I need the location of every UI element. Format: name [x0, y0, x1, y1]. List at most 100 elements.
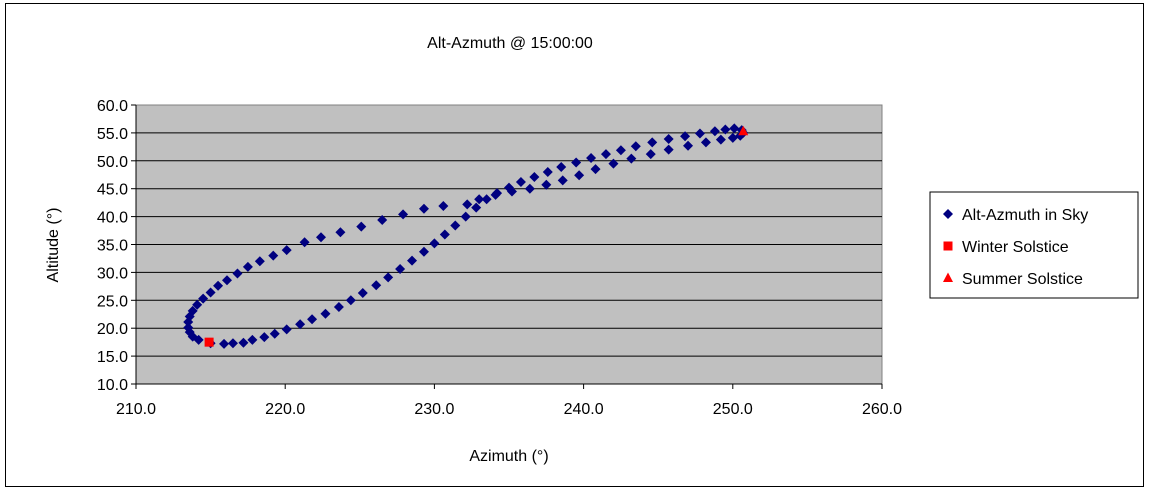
chart-title: Alt-Azmuth @ 15:00:00 — [427, 35, 593, 52]
data-point — [556, 161, 567, 172]
data-point — [506, 186, 517, 197]
data-point — [193, 334, 204, 345]
data-point — [471, 202, 482, 213]
data-point — [571, 157, 582, 168]
data-point — [541, 179, 552, 190]
data-point — [377, 214, 388, 225]
y-tick-label: 20.0 — [97, 321, 128, 338]
legend-marker — [943, 241, 953, 251]
legend-label: Alt-Azmuth in Sky — [962, 207, 1088, 224]
data-point — [557, 175, 568, 186]
data-point — [729, 123, 740, 134]
data-point — [198, 293, 209, 304]
x-tick-label: 210.0 — [116, 401, 156, 418]
data-point — [407, 255, 418, 266]
data-point — [645, 149, 656, 160]
data-point — [626, 153, 637, 164]
data-point — [259, 332, 270, 343]
data-point — [395, 264, 406, 275]
data-point — [694, 128, 705, 139]
data-point — [320, 308, 331, 319]
data-point — [295, 319, 306, 330]
y-tick-label: 55.0 — [97, 126, 128, 143]
data-point — [204, 337, 214, 347]
x-axis-title: Azimuth (°) — [469, 448, 548, 465]
data-point — [232, 268, 243, 279]
data-point — [529, 171, 540, 182]
y-tick-label: 10.0 — [97, 377, 128, 394]
y-tick-label: 30.0 — [97, 265, 128, 282]
data-point — [462, 199, 473, 210]
data-point — [709, 126, 720, 137]
data-point — [683, 140, 694, 151]
data-point — [398, 209, 409, 220]
data-point — [600, 149, 611, 160]
legend-marker — [943, 272, 953, 282]
data-point — [439, 229, 450, 240]
data-point — [356, 221, 367, 232]
legend-label: Summer Solstice — [962, 271, 1083, 288]
y-axis-title: Altitude (°) — [45, 208, 62, 283]
data-point — [227, 338, 238, 349]
data-point — [345, 295, 356, 306]
y-tick-label: 40.0 — [97, 210, 128, 227]
y-tick-label: 35.0 — [97, 238, 128, 255]
axes — [131, 104, 883, 389]
legend: Alt-Azmuth in Sky Winter Solstice Summer S… — [929, 191, 1139, 299]
data-point — [608, 158, 619, 169]
data-point — [490, 189, 501, 200]
data-point — [438, 200, 449, 211]
data-point — [254, 256, 265, 267]
data-point — [418, 246, 429, 257]
data-point — [738, 125, 749, 136]
data-point — [242, 261, 253, 272]
y-tick-label: 45.0 — [97, 182, 128, 199]
y-tick-label: 60.0 — [97, 98, 128, 115]
data-point — [542, 166, 553, 177]
data-point — [238, 337, 249, 348]
data-point — [269, 328, 280, 339]
data-point — [219, 338, 230, 349]
data-point — [700, 137, 711, 148]
data-point — [429, 238, 440, 249]
x-tick-label: 230.0 — [414, 401, 454, 418]
legend-label: Winter Solstice — [962, 239, 1069, 256]
data-point — [524, 183, 535, 194]
y-tick-label: 50.0 — [97, 154, 128, 171]
data-point — [630, 141, 641, 152]
data-point — [647, 137, 658, 148]
data-point — [316, 232, 327, 243]
data-point — [574, 170, 585, 181]
data-point — [720, 124, 731, 135]
data-point — [460, 211, 471, 222]
data-point — [307, 314, 318, 325]
legend-marker — [943, 209, 953, 219]
data-point — [474, 194, 485, 205]
y-tick-label: 15.0 — [97, 349, 128, 366]
data-point — [663, 144, 674, 155]
tick-labels: 60.0 55.0 50.0 45.0 40.0 35.0 30.0 25.0 20.0 15.0… — [97, 98, 902, 418]
data-point — [383, 272, 394, 283]
legend-box — [929, 191, 1139, 299]
data-point — [586, 153, 597, 164]
data-point — [192, 299, 203, 310]
data-point — [281, 245, 292, 256]
data-point — [615, 145, 626, 156]
data-point — [727, 132, 738, 143]
data-point — [299, 237, 310, 248]
x-tick-label: 240.0 — [564, 401, 604, 418]
data-point — [680, 131, 691, 142]
data-point — [515, 177, 526, 188]
data-point — [371, 280, 382, 291]
data-point — [715, 134, 726, 145]
x-tick-label: 220.0 — [265, 401, 305, 418]
data-point — [481, 194, 492, 205]
data-point — [663, 134, 674, 145]
data-point — [213, 280, 224, 291]
data-point — [268, 250, 279, 261]
data-point — [333, 301, 344, 312]
x-tick-label: 260.0 — [862, 401, 902, 418]
data-point — [450, 220, 461, 231]
data-point — [281, 324, 292, 335]
